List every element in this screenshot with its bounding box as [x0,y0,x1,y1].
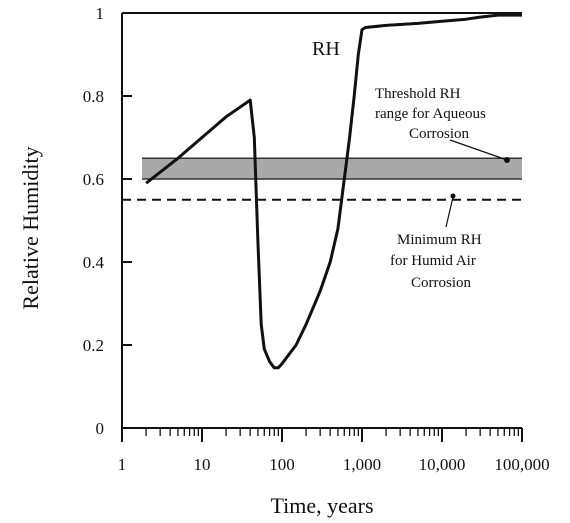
threshold-rh-band [142,158,522,179]
minimum-pointer [445,196,454,228]
minimum-label-line2: for Humid Air [390,253,476,269]
threshold-label-line3: Corrosion [409,126,470,142]
x-axis-title: Time, years [270,493,373,518]
y-tick-label: 0.6 [83,170,104,189]
x-tick-label: 100 [269,455,295,474]
rh-series-label: RH [312,38,340,60]
x-tick-label: 10,000 [419,455,466,474]
y-tick-label: 1 [96,4,105,23]
y-tick-label: 0.8 [83,87,104,106]
x-tick-label: 1,000 [343,455,381,474]
y-tick-label: 0 [96,419,105,438]
threshold-pointer-dot [504,157,510,163]
threshold-label-line1: Threshold RH [375,86,461,102]
x-tick-label: 1 [118,455,127,474]
y-tick-label: 0.4 [83,253,105,272]
y-axis-title: Relative Humidity [18,146,43,309]
minimum-pointer-dot [450,193,456,199]
x-tick-label: 100,000 [494,455,549,474]
threshold-pointer [449,139,508,161]
x-tick-label: 10 [194,455,211,474]
y-ticks: 0 0.2 0.4 0.6 0.8 1 [83,4,132,438]
y-tick-label: 0.2 [83,336,104,355]
threshold-label-line2: range for Aqueous [375,106,486,122]
x-ticks: 1 10 100 1,000 10,000 100,000 [118,428,550,474]
minimum-label-line1: Minimum RH [397,232,482,248]
minimum-label-line3: Corrosion [411,275,472,291]
series-line-rh [145,13,522,370]
